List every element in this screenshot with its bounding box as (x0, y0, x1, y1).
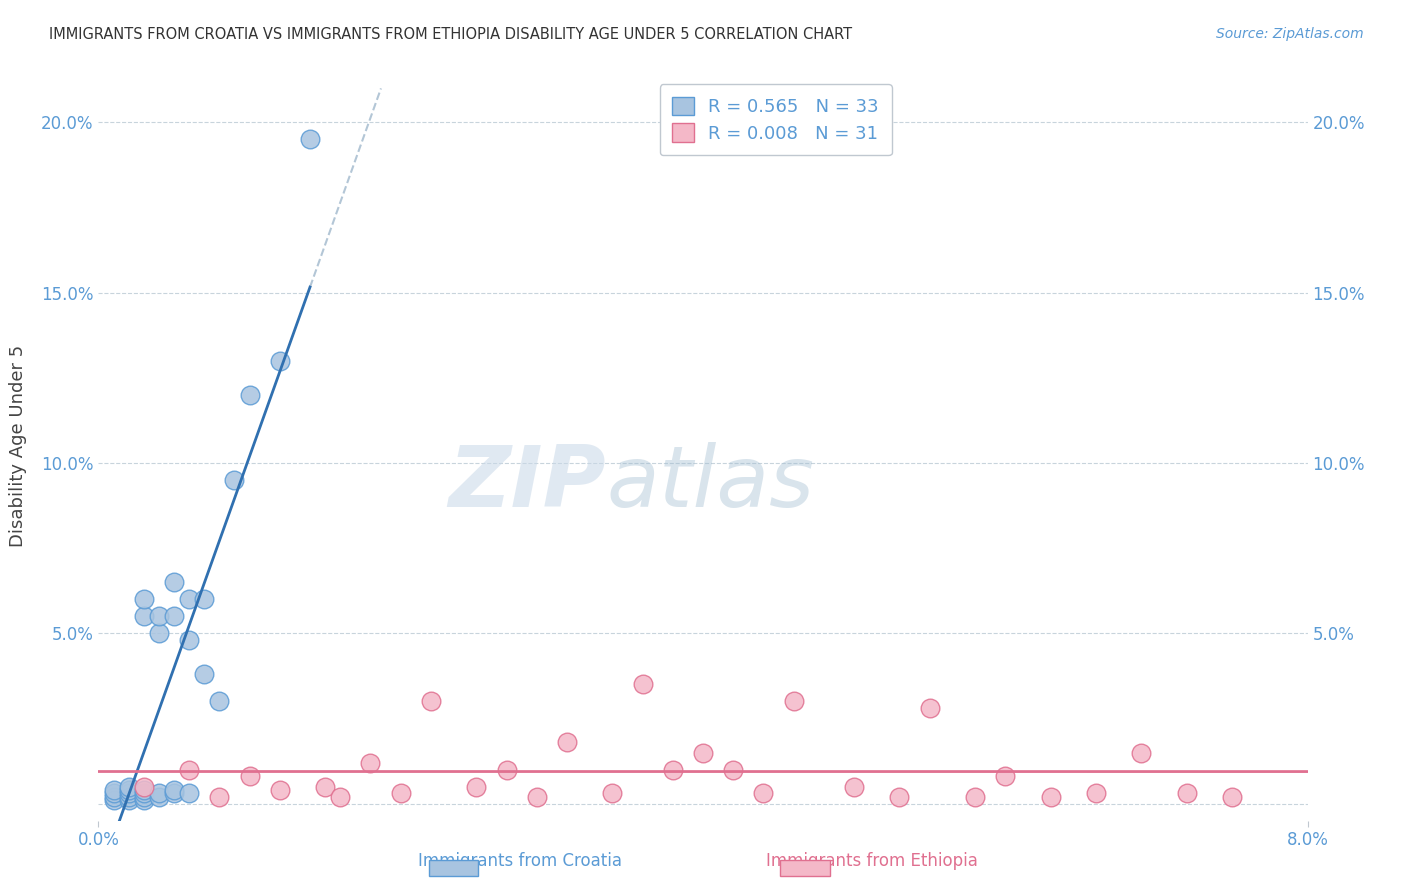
Point (752, 786, 775, 800)
Text: ZIP: ZIP (449, 442, 606, 525)
Point (193, 592, 215, 607)
Point (239, 388, 262, 402)
Point (132, 609, 155, 624)
Point (208, 789, 231, 804)
Point (239, 769, 262, 783)
Text: Immigrants from Croatia: Immigrants from Croatia (418, 852, 623, 870)
Point (631, 677, 654, 691)
Legend: R = 0.565   N = 33, R = 0.008   N = 31: R = 0.565 N = 33, R = 0.008 N = 31 (659, 84, 891, 155)
Point (1130, 746, 1153, 760)
Point (602, 786, 624, 800)
Point (132, 786, 155, 800)
Point (918, 701, 941, 715)
Text: IMMIGRANTS FROM CROATIA VS IMMIGRANTS FROM ETHIOPIA DISABILITY AGE UNDER 5 CORRE: IMMIGRANTS FROM CROATIA VS IMMIGRANTS FR… (49, 27, 852, 42)
Point (118, 783, 141, 797)
Point (193, 667, 215, 681)
Point (148, 609, 170, 624)
Point (269, 783, 291, 797)
Point (118, 789, 141, 804)
Point (132, 780, 155, 794)
Point (132, 793, 155, 807)
Point (526, 789, 548, 804)
Text: Source: ZipAtlas.com: Source: ZipAtlas.com (1216, 27, 1364, 41)
Point (103, 793, 125, 807)
Point (103, 786, 125, 800)
Point (465, 780, 488, 794)
Text: atlas: atlas (606, 442, 814, 525)
Point (269, 354, 291, 368)
Point (163, 609, 186, 624)
Point (132, 789, 155, 804)
Point (118, 780, 141, 794)
Point (329, 789, 352, 804)
Point (723, 763, 745, 777)
Point (163, 575, 186, 590)
Point (224, 473, 246, 487)
Point (783, 694, 806, 708)
Point (208, 694, 231, 708)
Point (420, 694, 443, 708)
Point (132, 592, 155, 607)
Point (844, 780, 866, 794)
Point (965, 789, 987, 804)
Point (148, 626, 170, 640)
Point (1085, 786, 1108, 800)
Point (994, 769, 1017, 783)
Point (132, 783, 155, 797)
Point (360, 756, 382, 770)
Point (495, 763, 517, 777)
Point (1175, 786, 1198, 800)
Point (163, 786, 186, 800)
Point (163, 783, 186, 797)
Point (118, 793, 141, 807)
Point (555, 735, 578, 749)
Point (179, 633, 201, 648)
Point (1220, 789, 1243, 804)
Point (103, 789, 125, 804)
Point (389, 786, 412, 800)
Point (314, 780, 336, 794)
Point (661, 763, 683, 777)
Point (118, 786, 141, 800)
Point (889, 789, 911, 804)
Point (179, 786, 201, 800)
Point (299, 132, 322, 146)
Point (1039, 789, 1062, 804)
Point (179, 763, 201, 777)
Y-axis label: Disability Age Under 5: Disability Age Under 5 (10, 345, 27, 547)
Text: Immigrants from Ethiopia: Immigrants from Ethiopia (766, 852, 977, 870)
Point (103, 783, 125, 797)
Point (148, 789, 170, 804)
Point (148, 786, 170, 800)
Point (179, 592, 201, 607)
Point (692, 746, 714, 760)
